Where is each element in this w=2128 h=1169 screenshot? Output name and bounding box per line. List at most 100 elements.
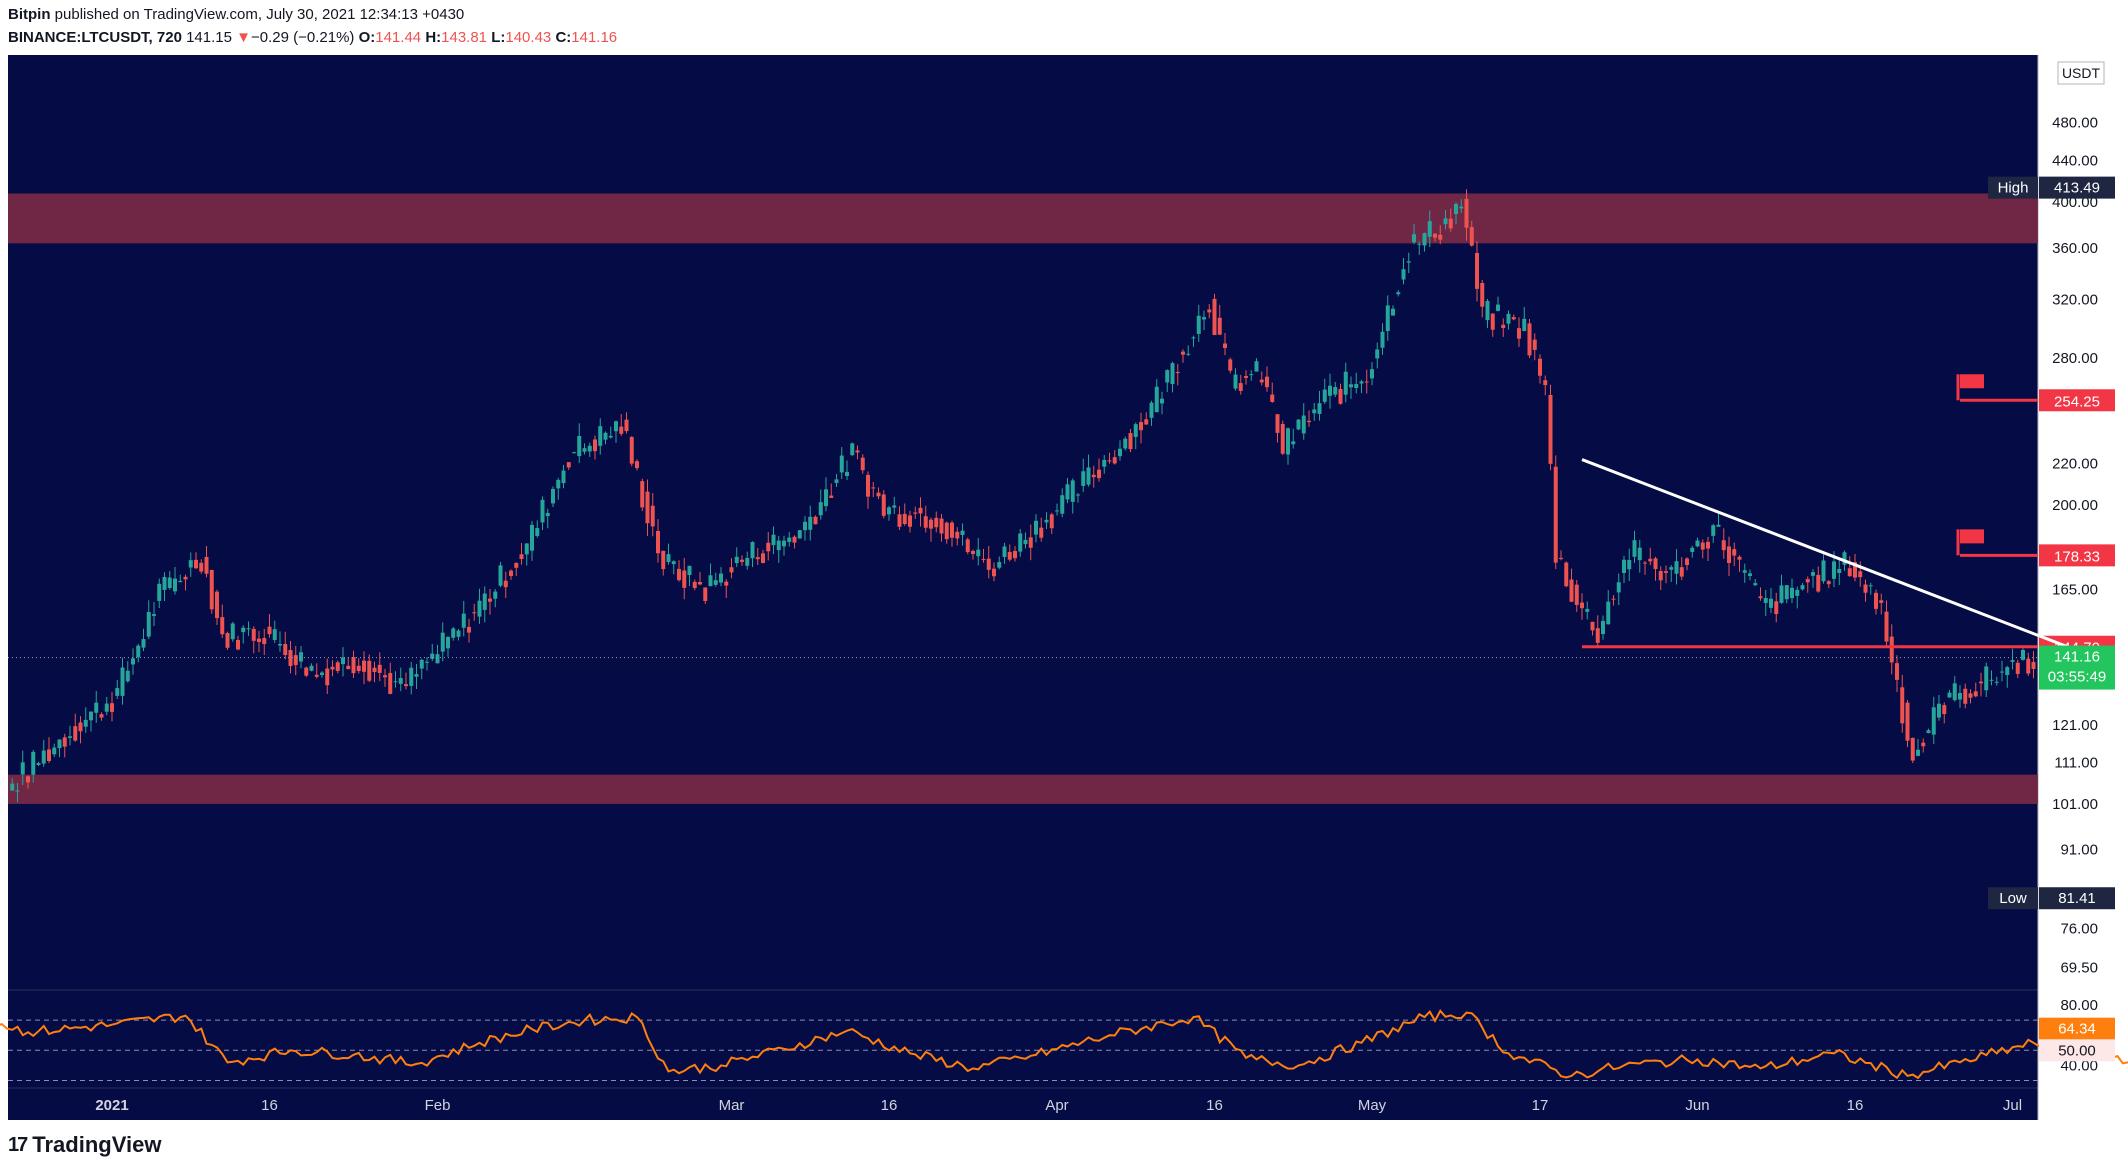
x-tick-label-10: 16 (1847, 1097, 1864, 1114)
candle-body-60 (278, 644, 282, 646)
candle-body-162 (813, 516, 818, 525)
candle-body-320 (1643, 562, 1647, 564)
x-tick-label-5: Apr (1045, 1097, 1068, 1114)
candle-body-238 (1212, 298, 1217, 335)
y-tick-label-10: 111.00 (2054, 755, 2098, 772)
candle-body-189 (955, 531, 960, 539)
candle-body-277 (1417, 243, 1422, 245)
candle-body-26 (99, 714, 104, 718)
candle-body-107 (524, 543, 529, 555)
candle-body-86 (414, 674, 419, 677)
flag-icon (1960, 529, 1984, 544)
candle-body-55 (251, 628, 256, 641)
candle-body-295 (1511, 317, 1516, 320)
candle-body-121 (598, 426, 603, 446)
candle-body-215 (1091, 474, 1096, 478)
candle-body-29 (115, 688, 120, 696)
high-label: H: (425, 29, 442, 46)
level-price-tag-1 (2039, 544, 2115, 567)
candle-body-191 (965, 539, 970, 553)
candle-body-259 (1322, 389, 1327, 402)
candle-body-345 (1774, 601, 1779, 615)
candle-body-258 (1317, 403, 1322, 414)
candle-body-247 (1259, 379, 1264, 383)
candle-body-357 (1837, 568, 1842, 574)
candle-body-292 (1496, 304, 1500, 311)
candle-body-145 (724, 581, 729, 586)
candle-body-359 (1847, 568, 1852, 577)
y-tick-label-0: 480.00 (2052, 114, 2098, 131)
candle-body-217 (1102, 459, 1107, 467)
low-value: 140.43 (505, 29, 552, 46)
candle-body-65 (304, 667, 309, 676)
candle-body-17 (52, 747, 57, 755)
candle-body-182 (918, 507, 923, 514)
candle-body-50 (225, 633, 230, 648)
candle-body-390 (2010, 660, 2015, 662)
candle-body-211 (1070, 480, 1075, 502)
candle-body-210 (1065, 484, 1070, 500)
candle-body-374 (1926, 730, 1931, 734)
candle-body-175 (881, 494, 886, 516)
candle-body-136 (677, 568, 681, 581)
candle-body-334 (1716, 524, 1721, 527)
candle-body-338 (1737, 556, 1742, 560)
y-tick-label-11: 101.00 (2052, 796, 2098, 813)
x-tick-label-0: 2021 (95, 1097, 128, 1114)
candle-body-43 (188, 560, 193, 568)
candle-body-326 (1674, 561, 1679, 574)
candle-body-34 (141, 639, 146, 648)
candle-body-237 (1207, 309, 1212, 313)
candle-body-328 (1685, 558, 1689, 565)
candle-body-134 (666, 554, 671, 563)
candle-body-40 (173, 578, 177, 592)
candle-body-12 (26, 776, 30, 783)
candle-body-319 (1637, 547, 1642, 561)
candle-body-147 (734, 556, 739, 564)
candle-body-76 (362, 660, 366, 672)
candle-body-71 (335, 662, 340, 671)
candle-body-332 (1706, 541, 1710, 549)
candle-body-70 (330, 666, 335, 670)
candle-body-111 (545, 512, 550, 517)
candle-body-97 (472, 612, 477, 614)
candle-body-64 (299, 652, 303, 662)
candle-body-361 (1858, 571, 1863, 578)
candle-body-368 (1895, 663, 1899, 680)
candle-body-245 (1249, 374, 1254, 376)
candle-body-381 (1963, 688, 1968, 704)
candle-body-348 (1790, 587, 1794, 599)
low-label-box (1988, 887, 2038, 910)
candle-body-367 (1889, 636, 1894, 663)
candle-body-253 (1291, 441, 1296, 445)
candle-body-278 (1422, 233, 1427, 246)
candle-body-139 (692, 581, 697, 589)
candle-body-28 (110, 703, 114, 712)
candle-body-74 (351, 657, 356, 674)
rsi-tick-label-0: 80.00 (2060, 997, 2098, 1014)
candle-body-122 (603, 432, 608, 440)
candle-body-25 (94, 702, 99, 713)
candle-body-249 (1270, 394, 1275, 402)
x-tick-label-1: 16 (261, 1097, 278, 1114)
candle-body-351 (1805, 579, 1810, 583)
candle-body-172 (866, 474, 870, 497)
open-value: 141.44 (375, 29, 422, 46)
candle-body-236 (1202, 317, 1206, 320)
candle-body-18 (57, 739, 62, 749)
tradingview-logo[interactable]: 17 TradingView (8, 1132, 161, 1158)
candle-body-234 (1191, 337, 1196, 339)
candle-body-293 (1501, 324, 1506, 329)
candle-body-187 (944, 522, 949, 540)
candle-body-133 (661, 550, 666, 570)
rsi-value-tag (2039, 1017, 2115, 1040)
candle-body-190 (960, 530, 965, 535)
symbol-name: BINANCE:LTCUSDT, 720 (8, 29, 182, 46)
candle-body-15 (41, 750, 46, 764)
level-price-label-0: 254.25 (2054, 393, 2100, 410)
candle-body-311 (1595, 628, 1600, 643)
candle-body-371 (1910, 737, 1915, 761)
candle-body-344 (1769, 598, 1773, 608)
candle-body-301 (1543, 380, 1548, 386)
